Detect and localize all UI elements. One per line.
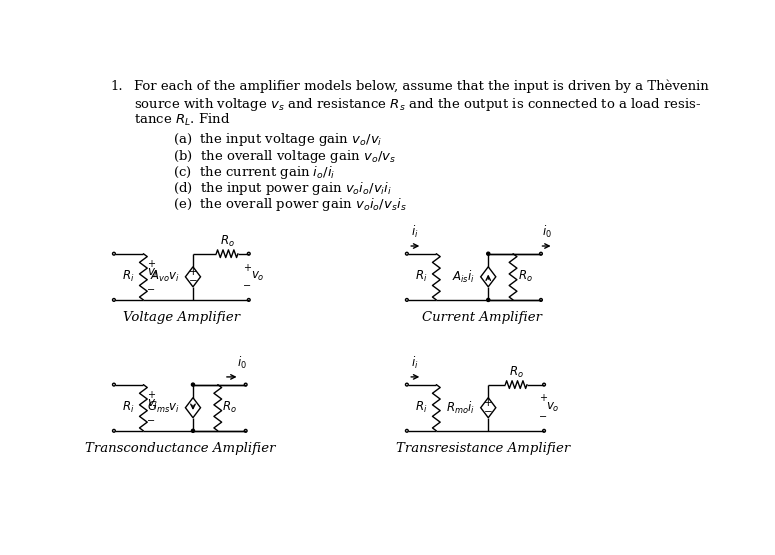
Circle shape — [487, 252, 490, 255]
Text: −: − — [188, 276, 198, 286]
Circle shape — [191, 383, 195, 386]
Text: $R_i$: $R_i$ — [122, 400, 135, 415]
Text: $v_i$: $v_i$ — [147, 267, 158, 280]
Text: +: + — [188, 268, 198, 278]
Text: (a)  the input voltage gain $v_o/v_i$: (a) the input voltage gain $v_o/v_i$ — [173, 132, 382, 148]
Text: $i_i$: $i_i$ — [412, 355, 419, 371]
Text: −: − — [539, 412, 546, 422]
Text: (c)  the current gain $i_o/i_i$: (c) the current gain $i_o/i_i$ — [173, 164, 336, 181]
Text: +: + — [243, 263, 251, 273]
Text: Transconductance Amplifier: Transconductance Amplifier — [84, 442, 275, 455]
Text: $R_o$: $R_o$ — [508, 365, 524, 380]
Text: $A_{is}i_i$: $A_{is}i_i$ — [452, 269, 475, 285]
Text: −: − — [484, 407, 493, 417]
Circle shape — [487, 299, 490, 301]
Text: −: − — [147, 285, 155, 295]
Text: source with voltage $v_s$ and resistance $R_s$ and the output is connected to a : source with voltage $v_s$ and resistance… — [134, 96, 701, 113]
Text: $R_o$: $R_o$ — [222, 400, 237, 415]
Text: $v_i$: $v_i$ — [147, 398, 158, 411]
Text: $A_{vo}v_i$: $A_{vo}v_i$ — [150, 269, 180, 284]
Text: +: + — [147, 259, 155, 269]
Text: $R_o$: $R_o$ — [518, 269, 532, 284]
Text: (e)  the overall power gain $v_oi_o/v_si_s$: (e) the overall power gain $v_oi_o/v_si_… — [173, 196, 406, 213]
Text: $R_i$: $R_i$ — [415, 269, 428, 284]
Circle shape — [191, 429, 195, 432]
Text: (b)  the overall voltage gain $v_o/v_s$: (b) the overall voltage gain $v_o/v_s$ — [173, 148, 396, 165]
Text: Transresistance Amplifier: Transresistance Amplifier — [396, 442, 570, 455]
Text: +: + — [147, 390, 155, 400]
Text: $v_o$: $v_o$ — [546, 401, 560, 414]
Text: +: + — [539, 393, 546, 403]
Text: (d)  the input power gain $v_oi_o/v_ii_i$: (d) the input power gain $v_oi_o/v_ii_i$ — [173, 180, 392, 197]
Text: For each of the amplifier models below, assume that the input is driven by a Thè: For each of the amplifier models below, … — [134, 80, 709, 93]
Text: $R_o$: $R_o$ — [219, 234, 235, 249]
Text: $R_i$: $R_i$ — [122, 269, 135, 284]
Text: tance $R_L$. Find: tance $R_L$. Find — [134, 112, 230, 128]
Text: Voltage Amplifier: Voltage Amplifier — [122, 311, 240, 324]
Text: −: − — [147, 416, 155, 426]
Text: $i_i$: $i_i$ — [412, 224, 419, 240]
Text: −: − — [243, 281, 251, 291]
Text: +: + — [484, 398, 493, 408]
Text: 1.: 1. — [111, 80, 123, 93]
Text: $i_0$: $i_0$ — [237, 355, 246, 371]
Text: Current Amplifier: Current Amplifier — [422, 311, 542, 324]
Text: $i_0$: $i_0$ — [542, 224, 552, 240]
Text: $G_{ms}v_i$: $G_{ms}v_i$ — [146, 400, 180, 415]
Text: $R_i$: $R_i$ — [415, 400, 428, 415]
Text: $R_{mo}i_i$: $R_{mo}i_i$ — [446, 400, 475, 416]
Text: $v_o$: $v_o$ — [251, 270, 265, 284]
